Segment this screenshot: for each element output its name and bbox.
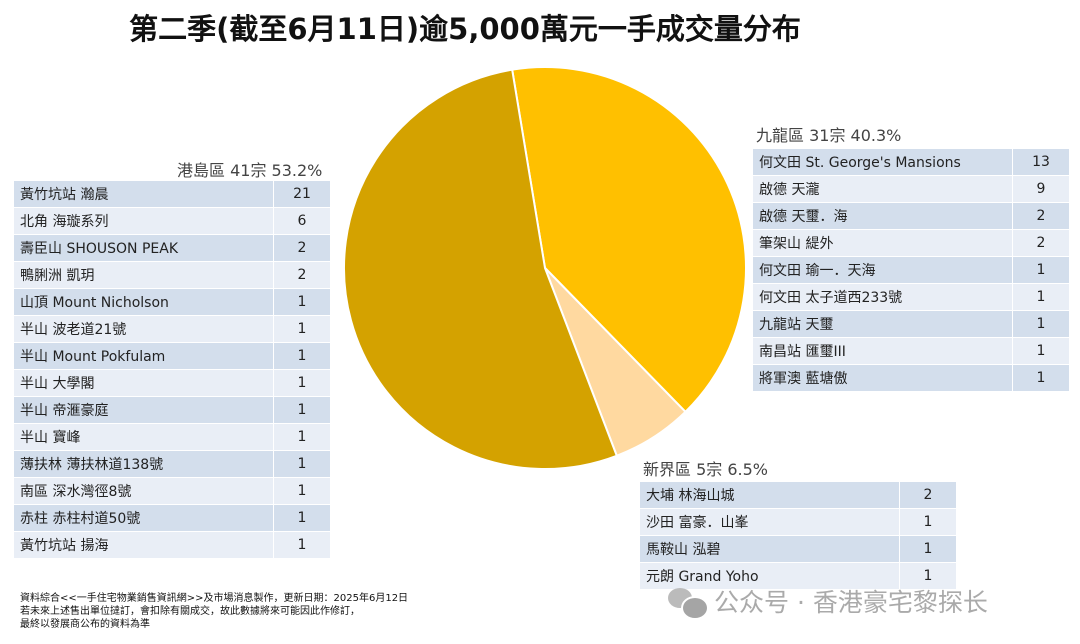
watermark-text: 公众号 · 香港豪宅黎探长 bbox=[714, 588, 988, 617]
table-row: 半山 Mount Pokfulam 1 bbox=[13, 342, 331, 370]
transaction-count: 1 bbox=[1012, 364, 1070, 392]
wechat-icon bbox=[668, 586, 709, 620]
project-name: 何文田 St. George's Mansions bbox=[752, 148, 1013, 176]
table-row: 北角 海璇系列 6 bbox=[13, 207, 331, 235]
transaction-count: 1 bbox=[273, 288, 331, 316]
transaction-count: 1 bbox=[273, 396, 331, 424]
project-name: 沙田 富豪．山峯 bbox=[639, 508, 900, 536]
hk-group-title: 港島區 41宗 53.2% bbox=[177, 161, 323, 180]
project-name: 赤柱 赤柱村道50號 bbox=[13, 504, 274, 532]
project-name: 何文田 太子道西233號 bbox=[752, 283, 1013, 311]
chart-title: 第二季(截至6月11日)逾5,000萬元一手成交量分布 bbox=[129, 12, 801, 46]
transaction-count: 2 bbox=[1012, 229, 1070, 257]
hk-table: 黃竹坑站 瀚晨 21 北角 海璇系列 6 壽臣山 SHOUSON PEAK 2 鴨脷洲 凱玥… bbox=[13, 180, 331, 559]
table-row: 南區 深水灣徑8號 1 bbox=[13, 477, 331, 505]
kln-group-title: 九龍區 31宗 40.3% bbox=[756, 126, 902, 145]
transaction-count: 1 bbox=[1012, 310, 1070, 338]
project-name: 筆架山 緹外 bbox=[752, 229, 1013, 257]
project-name: 黃竹坑站 揚海 bbox=[13, 531, 274, 559]
project-name: 何文田 瑜一．天海 bbox=[752, 256, 1013, 284]
project-name: 啟德 天璽．海 bbox=[752, 202, 1013, 230]
table-row: 黃竹坑站 瀚晨 21 bbox=[13, 180, 331, 208]
project-name: 鴨脷洲 凱玥 bbox=[13, 261, 274, 289]
table-row: 何文田 太子道西233號 1 bbox=[752, 283, 1070, 311]
transaction-count: 1 bbox=[899, 535, 957, 563]
table-row: 筆架山 緹外 2 bbox=[752, 229, 1070, 257]
transaction-count: 2 bbox=[899, 481, 957, 509]
project-name: 馬鞍山 泓碧 bbox=[639, 535, 900, 563]
transaction-count: 1 bbox=[273, 315, 331, 343]
transaction-count: 1 bbox=[273, 342, 331, 370]
table-row: 半山 大學閣 1 bbox=[13, 369, 331, 397]
table-row: 半山 帝滙豪庭 1 bbox=[13, 396, 331, 424]
transaction-count: 2 bbox=[273, 234, 331, 262]
table-row: 赤柱 赤柱村道50號 1 bbox=[13, 504, 331, 532]
table-row: 何文田 St. George's Mansions 13 bbox=[752, 148, 1070, 176]
project-name: 壽臣山 SHOUSON PEAK bbox=[13, 234, 274, 262]
project-name: 九龍站 天璽 bbox=[752, 310, 1013, 338]
table-row: 大埔 林海山城 2 bbox=[639, 481, 957, 509]
project-name: 南昌站 匯璽III bbox=[752, 337, 1013, 365]
table-row: 啟德 天璽．海 2 bbox=[752, 202, 1070, 230]
table-row: 何文田 瑜一．天海 1 bbox=[752, 256, 1070, 284]
project-name: 將軍澳 藍塘傲 bbox=[752, 364, 1013, 392]
project-name: 大埔 林海山城 bbox=[639, 481, 900, 509]
project-name: 啟德 天瀧 bbox=[752, 175, 1013, 203]
pie-slice bbox=[342, 68, 619, 470]
project-name: 半山 大學閣 bbox=[13, 369, 274, 397]
project-name: 山頂 Mount Nicholson bbox=[13, 288, 274, 316]
pie-slice bbox=[511, 66, 747, 414]
table-row: 黃竹坑站 揚海 1 bbox=[13, 531, 331, 559]
transaction-count: 1 bbox=[273, 423, 331, 451]
nt-table: 大埔 林海山城 2 沙田 富豪．山峯 1 馬鞍山 泓碧 1 元朗 Grand Yoho 1 bbox=[639, 481, 957, 590]
project-name: 半山 帝滙豪庭 bbox=[13, 396, 274, 424]
transaction-count: 13 bbox=[1012, 148, 1070, 176]
transaction-count: 9 bbox=[1012, 175, 1070, 203]
watermark: 公众号 · 香港豪宅黎探长 bbox=[668, 583, 988, 620]
transaction-count: 1 bbox=[899, 508, 957, 536]
project-name: 南區 深水灣徑8號 bbox=[13, 477, 274, 505]
table-row: 將軍澳 藍塘傲 1 bbox=[752, 364, 1070, 392]
transaction-count: 1 bbox=[1012, 256, 1070, 284]
table-row: 九龍站 天璽 1 bbox=[752, 310, 1070, 338]
nt-group-title: 新界區 5宗 6.5% bbox=[643, 460, 769, 479]
table-row: 鴨脷洲 凱玥 2 bbox=[13, 261, 331, 289]
transaction-count: 1 bbox=[1012, 283, 1070, 311]
table-row: 半山 波老道21號 1 bbox=[13, 315, 331, 343]
project-name: 黃竹坑站 瀚晨 bbox=[13, 180, 274, 208]
table-row: 山頂 Mount Nicholson 1 bbox=[13, 288, 331, 316]
transaction-count: 1 bbox=[273, 450, 331, 478]
project-name: 半山 波老道21號 bbox=[13, 315, 274, 343]
table-row: 啟德 天瀧 9 bbox=[752, 175, 1070, 203]
transaction-count: 1 bbox=[273, 531, 331, 559]
table-row: 壽臣山 SHOUSON PEAK 2 bbox=[13, 234, 331, 262]
project-name: 北角 海璇系列 bbox=[13, 207, 274, 235]
footnote-line: 最終以發展商公布的資料為準 bbox=[20, 619, 150, 630]
project-name: 元朗 Grand Yoho bbox=[639, 562, 900, 590]
project-name: 半山 寶峰 bbox=[13, 423, 274, 451]
transaction-count: 2 bbox=[1012, 202, 1070, 230]
transaction-count: 1 bbox=[273, 369, 331, 397]
project-name: 薄扶林 薄扶林道138號 bbox=[13, 450, 274, 478]
transaction-count: 21 bbox=[273, 180, 331, 208]
table-row: 薄扶林 薄扶林道138號 1 bbox=[13, 450, 331, 478]
footnote-line: 若未來上述售出單位撻訂，會扣除有關成交，故此數據將來可能因此作修訂， bbox=[20, 606, 360, 617]
transaction-count: 6 bbox=[273, 207, 331, 235]
footnote: 資料綜合<<一手住宅物業銷售資訊網>>及市場消息製作，更新日期：2025年6月1… bbox=[20, 592, 408, 631]
transaction-count: 1 bbox=[1012, 337, 1070, 365]
transaction-count: 2 bbox=[273, 261, 331, 289]
table-row: 南昌站 匯璽III 1 bbox=[752, 337, 1070, 365]
table-row: 元朗 Grand Yoho 1 bbox=[639, 562, 957, 590]
transaction-count: 1 bbox=[899, 562, 957, 590]
table-row: 馬鞍山 泓碧 1 bbox=[639, 535, 957, 563]
footnote-line: 資料綜合<<一手住宅物業銷售資訊網>>及市場消息製作，更新日期：2025年6月1… bbox=[20, 593, 409, 604]
transaction-count: 1 bbox=[273, 504, 331, 532]
project-name: 半山 Mount Pokfulam bbox=[13, 342, 274, 370]
transaction-count: 1 bbox=[273, 477, 331, 505]
kln-table: 何文田 St. George's Mansions 13 啟德 天瀧 9 啟德 天璽．海… bbox=[752, 148, 1070, 392]
table-row: 沙田 富豪．山峯 1 bbox=[639, 508, 957, 536]
table-row: 半山 寶峰 1 bbox=[13, 423, 331, 451]
